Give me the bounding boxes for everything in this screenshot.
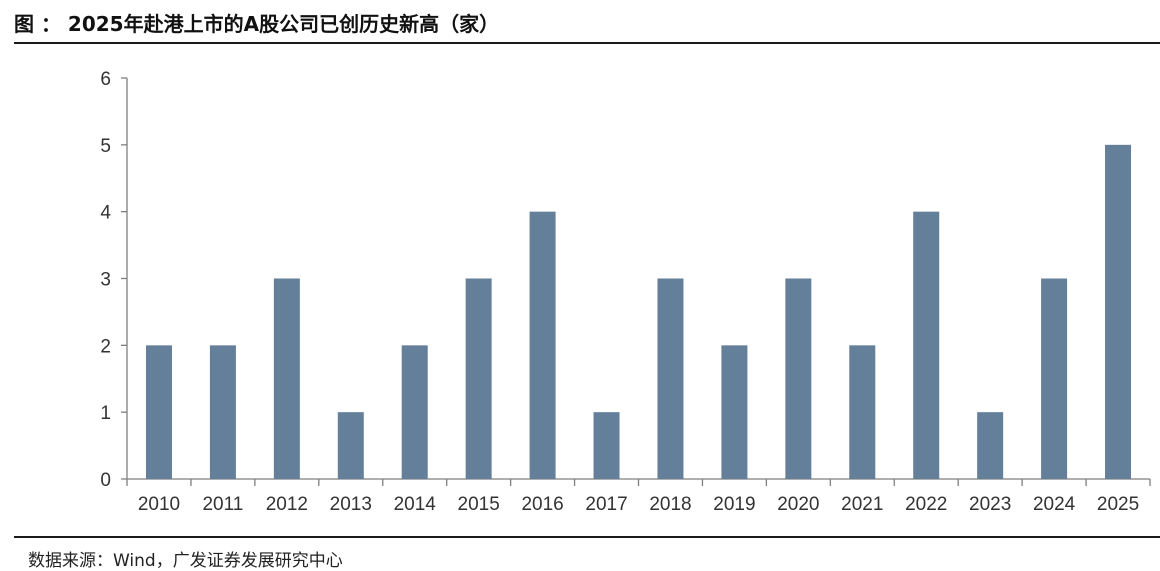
x-tick-label: 2016 xyxy=(521,494,563,515)
bar-2018 xyxy=(657,278,684,479)
source-note: 数据来源：Wind，广发证券发展研究中心 xyxy=(28,551,343,571)
bar-2025 xyxy=(1105,144,1132,480)
figure-header: 图 ： 2025年赴港上市的A股公司已创历史新高（家） xyxy=(0,0,1160,44)
bottom-rule xyxy=(14,536,1160,538)
y-tick-label: 5 xyxy=(100,136,111,157)
bar-2013 xyxy=(337,412,364,479)
bar-2016 xyxy=(529,211,556,479)
bar-2011 xyxy=(209,345,236,479)
x-tick-label: 2015 xyxy=(458,494,500,515)
x-tick-label: 2020 xyxy=(777,494,819,515)
y-tick-label: 4 xyxy=(100,203,111,224)
x-tick-label: 2023 xyxy=(969,494,1011,515)
bar-2015 xyxy=(465,278,492,479)
bar-2022 xyxy=(913,211,940,479)
bar-2014 xyxy=(401,345,428,479)
x-tick-label: 2019 xyxy=(713,494,755,515)
y-tick-label: 1 xyxy=(100,403,111,424)
top-rule xyxy=(14,42,1160,44)
bar-2021 xyxy=(849,345,876,479)
x-tick-label: 2012 xyxy=(266,494,308,515)
x-tick-label: 2025 xyxy=(1097,494,1139,515)
x-tick-label: 2014 xyxy=(394,494,437,515)
x-tick-label: 2011 xyxy=(202,494,243,515)
bar-2020 xyxy=(785,278,812,479)
figure-title: 图 ： 2025年赴港上市的A股公司已创历史新高（家） xyxy=(14,12,500,36)
bar-2024 xyxy=(1041,278,1068,479)
x-tick-label: 2010 xyxy=(138,494,180,515)
x-tick-label: 2018 xyxy=(649,494,691,515)
bar-2017 xyxy=(593,412,620,479)
bar-2019 xyxy=(721,345,748,479)
x-tick-label: 2017 xyxy=(585,494,627,515)
x-tick-label: 2013 xyxy=(330,494,372,515)
bar-2023 xyxy=(977,412,1004,479)
y-tick-label: 6 xyxy=(100,69,111,90)
x-tick-label: 2021 xyxy=(841,494,883,515)
x-tick-label: 2024 xyxy=(1033,494,1076,515)
y-tick-label: 3 xyxy=(100,270,111,291)
y-tick-label: 2 xyxy=(100,336,111,357)
y-tick-label: 0 xyxy=(100,470,111,491)
bar-2010 xyxy=(145,345,172,479)
x-tick-label: 2022 xyxy=(905,494,947,515)
bar-2012 xyxy=(273,278,300,479)
